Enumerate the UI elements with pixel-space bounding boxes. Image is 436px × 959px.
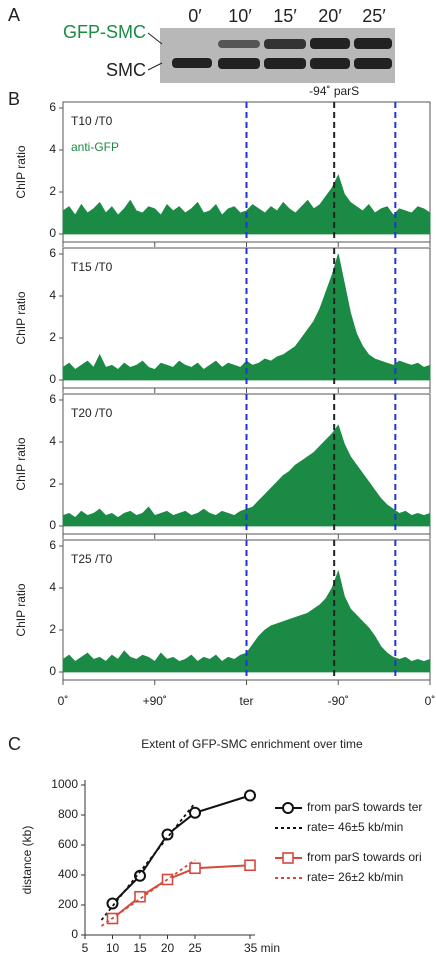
y-tick-label: 0 [49, 226, 56, 240]
legend-label: rate= 46±5 kb/min [307, 820, 403, 834]
gel-label: GFP-SMC [63, 22, 146, 42]
point [108, 899, 118, 909]
y-tick-label: 0 [49, 372, 56, 386]
y-tick-label: 2 [49, 330, 56, 344]
legend-label: anti-GFP [71, 140, 119, 154]
point [190, 808, 200, 818]
x-tick-label: 35 min [244, 941, 280, 955]
panel-label: A [8, 5, 20, 25]
band [172, 58, 212, 68]
pointer [148, 63, 162, 70]
legend-label: from parS towards ter [307, 800, 422, 814]
gel-background [160, 28, 395, 83]
y-tick-label: 4 [49, 142, 56, 156]
panel-title: T10 /T0 [71, 114, 113, 128]
y-axis-label: distance (kb) [20, 826, 34, 895]
band [354, 58, 392, 69]
x-tick-label: 0˚ [58, 694, 69, 708]
annotation: -94˚ parS [309, 84, 359, 98]
point [190, 863, 200, 873]
x-tick-label: 0˚ [425, 694, 436, 708]
band [264, 39, 306, 49]
x-tick-label: 15 [133, 941, 147, 955]
y-tick-label: 600 [58, 837, 78, 851]
x-tick-label: ter [239, 694, 253, 708]
y-axis-label: ChIP ratio [14, 145, 28, 198]
legend-label: rate= 26±2 kb/min [307, 870, 403, 884]
x-tick-label: 5 [82, 941, 89, 955]
y-axis-label: ChIP ratio [14, 437, 28, 490]
y-tick-label: 2 [49, 476, 56, 490]
x-tick-label: -90˚ [328, 694, 349, 708]
band [218, 58, 260, 69]
band [310, 58, 350, 69]
series-line [113, 796, 251, 904]
point [245, 791, 255, 801]
y-tick-label: 2 [49, 622, 56, 636]
lane-label: 10′ [228, 6, 252, 26]
y-axis-label: ChIP ratio [14, 583, 28, 636]
series-line [113, 865, 251, 918]
y-axis-label: ChIP ratio [14, 291, 28, 344]
lane-label: 25′ [362, 6, 386, 26]
gel [148, 28, 395, 83]
panel-label: C [8, 734, 21, 754]
y-tick-label: 6 [49, 538, 56, 552]
legend-symbol [283, 803, 293, 813]
figure: A B C GFP-SMC SMC 0′ 10′ 15′ 20′ 25′ 0 2 4… [0, 0, 436, 959]
y-tick-label: 2 [49, 184, 56, 198]
band [310, 38, 350, 49]
chart-title: Extent of GFP-SMC enrichment over time [141, 737, 363, 751]
x-tick-label: 10 [106, 941, 120, 955]
panel-title: T20 /T0 [71, 406, 113, 420]
y-tick-label: 800 [58, 807, 78, 821]
legend-symbol [283, 853, 293, 863]
y-tick-label: 1000 [51, 777, 78, 791]
panel-title: T15 /T0 [71, 260, 113, 274]
y-tick-label: 400 [58, 867, 78, 881]
x-tick-label: +90˚ [143, 694, 167, 708]
y-tick-label: 6 [49, 392, 56, 406]
gel-label: SMC [106, 60, 146, 80]
y-tick-label: 200 [58, 897, 78, 911]
y-tick-label: 0 [49, 664, 56, 678]
point [163, 830, 173, 840]
panel-label: B [8, 89, 20, 109]
point [245, 860, 255, 870]
y-tick-label: 0 [71, 927, 78, 941]
lane-label: 20′ [318, 6, 342, 26]
y-tick-label: 4 [49, 288, 56, 302]
y-tick-label: 4 [49, 434, 56, 448]
panel-title: T25 /T0 [71, 552, 113, 566]
x-tick-label: 25 [188, 941, 202, 955]
lane-label: 15′ [273, 6, 297, 26]
band [354, 38, 392, 49]
x-tick-label: 20 [161, 941, 175, 955]
lane-label: 0′ [188, 6, 202, 26]
y-tick-label: 0 [49, 518, 56, 532]
pointer [148, 33, 162, 44]
y-tick-label: 4 [49, 580, 56, 594]
band [218, 40, 260, 48]
y-tick-label: 6 [49, 246, 56, 260]
band [264, 58, 306, 69]
y-tick-label: 6 [49, 100, 56, 114]
legend-label: from parS towards ori [307, 850, 422, 864]
